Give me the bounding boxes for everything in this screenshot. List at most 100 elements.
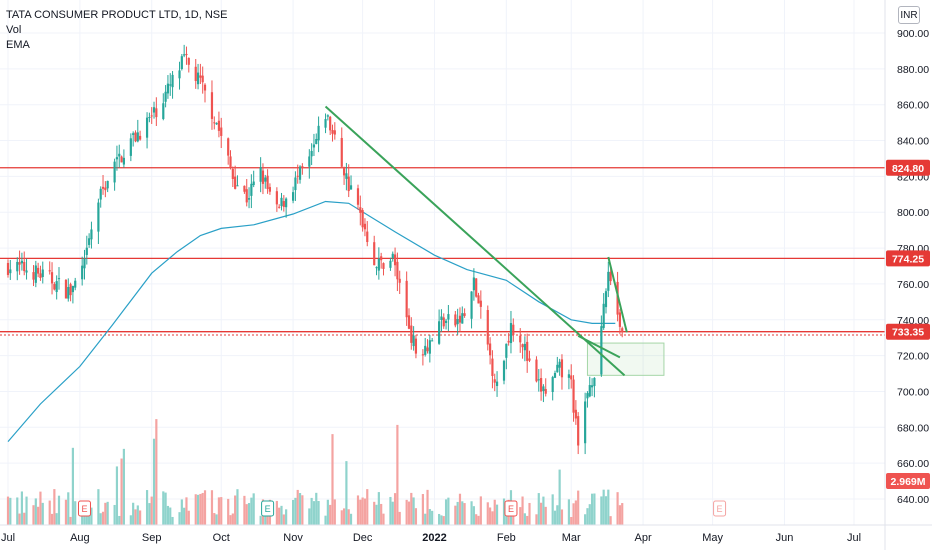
price-labels: 824.80 774.25 733.35 2.969M — [886, 159, 930, 489]
volume-bar — [359, 499, 362, 525]
currency-badge[interactable]: INR — [898, 6, 920, 24]
volume-bar — [391, 501, 394, 525]
candle-body — [81, 265, 84, 280]
volume-bar — [477, 515, 480, 525]
earnings-marker-icon[interactable]: E — [261, 500, 275, 517]
volume-bar — [259, 515, 262, 525]
volume-bar — [356, 495, 360, 525]
volume-bar — [99, 513, 102, 525]
volume-bar — [609, 516, 612, 525]
candle-body — [252, 181, 255, 186]
candle-body — [586, 393, 589, 399]
volume-bar — [199, 493, 202, 525]
volume-bar — [570, 516, 573, 525]
candle-body — [261, 170, 265, 184]
x-tick-label: Nov — [283, 532, 303, 544]
volume-bar — [456, 501, 459, 525]
volume-bar — [183, 507, 186, 525]
volume-bar — [245, 504, 248, 525]
symbol-title[interactable]: TATA CONSUMER PRODUCT LTD, 1D, NSE — [6, 9, 228, 21]
volume-bar — [519, 507, 522, 525]
candle-body — [199, 75, 202, 78]
volume-bar — [122, 448, 125, 525]
volume-bar — [166, 505, 170, 525]
candle-body — [259, 167, 262, 182]
candle-body — [23, 261, 26, 272]
candle-body — [120, 156, 123, 163]
earnings-marker-icon[interactable]: E — [713, 500, 727, 517]
candle-body — [407, 315, 411, 329]
price-label-text: 733.35 — [892, 327, 924, 339]
volume-bar — [558, 469, 561, 525]
volume-bar — [584, 514, 587, 525]
candle-body — [310, 150, 313, 157]
candle-body — [621, 328, 624, 333]
candle-body — [366, 231, 369, 243]
candle-body — [509, 323, 513, 344]
candle-body — [572, 379, 575, 413]
volume-bar — [426, 489, 429, 525]
candle-body — [528, 358, 531, 361]
volume-bar — [298, 493, 302, 525]
volume-bar — [180, 499, 183, 525]
candle-body — [50, 272, 54, 284]
candle-body — [194, 66, 197, 81]
candle-body — [526, 341, 529, 361]
volume-bar — [164, 492, 167, 525]
volume-bar — [586, 508, 589, 525]
volume-bar — [16, 497, 19, 525]
volume-bar — [48, 500, 51, 525]
candle-body — [150, 115, 153, 117]
volume-bar — [227, 498, 230, 525]
candle-body — [584, 401, 587, 444]
volume-bar — [136, 505, 139, 525]
volume-bars — [6, 419, 624, 525]
candle-body — [37, 267, 40, 274]
candle-body — [18, 262, 21, 265]
candle-body — [428, 340, 431, 354]
x-tick-label: Feb — [497, 532, 516, 544]
earnings-marker-icon[interactable]: E — [504, 500, 518, 517]
candle-body — [551, 377, 554, 393]
volume-bar — [6, 496, 10, 525]
candle-body — [329, 116, 332, 131]
vol-indicator-label[interactable]: Vol — [6, 24, 22, 36]
volume-bar — [347, 509, 350, 525]
price-label-box — [886, 323, 930, 340]
volume-bar — [479, 496, 482, 525]
candle-body — [294, 177, 297, 191]
volume-bar — [291, 499, 295, 525]
earnings-marker-icon[interactable]: E — [77, 500, 91, 517]
volume-bar — [574, 500, 577, 525]
candle-body — [361, 210, 364, 228]
earnings-marker-frame — [713, 500, 727, 517]
candle-body — [502, 360, 506, 381]
candle-body — [447, 314, 450, 320]
candle-body — [489, 343, 492, 356]
volume-bar — [120, 458, 123, 525]
candle-body — [347, 176, 350, 192]
candle-body — [375, 267, 378, 269]
x-tick-label: Dec — [353, 532, 373, 544]
candle-body — [405, 280, 408, 318]
y-tick-label: 680.00 — [897, 422, 929, 434]
candle-body — [245, 189, 248, 203]
candle-body — [570, 375, 573, 380]
volume-bar — [602, 489, 605, 525]
volume-bar — [118, 515, 121, 525]
ema-indicator-label[interactable]: EMA — [6, 39, 30, 51]
candle-body — [567, 374, 571, 378]
volume-bar — [396, 424, 399, 525]
candle-body — [588, 385, 591, 397]
volume-bar — [104, 502, 107, 525]
candle-body — [118, 153, 121, 157]
volume-bar — [572, 503, 575, 525]
candle-body — [558, 361, 561, 368]
volume-bar — [196, 494, 200, 525]
candle-body — [540, 378, 543, 392]
volume-bar — [424, 513, 427, 525]
candle-body — [203, 84, 207, 91]
